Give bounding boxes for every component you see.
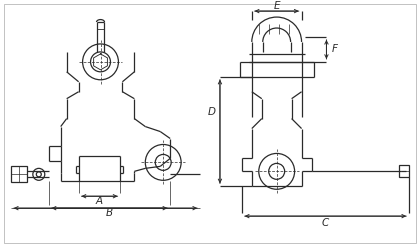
Text: D: D: [208, 107, 216, 117]
Text: F: F: [331, 44, 337, 54]
Bar: [399, 165, 409, 177]
Bar: [11, 166, 27, 182]
Text: B: B: [106, 208, 113, 218]
Text: A: A: [96, 196, 103, 206]
Text: C: C: [322, 218, 329, 228]
Text: E: E: [273, 1, 280, 11]
